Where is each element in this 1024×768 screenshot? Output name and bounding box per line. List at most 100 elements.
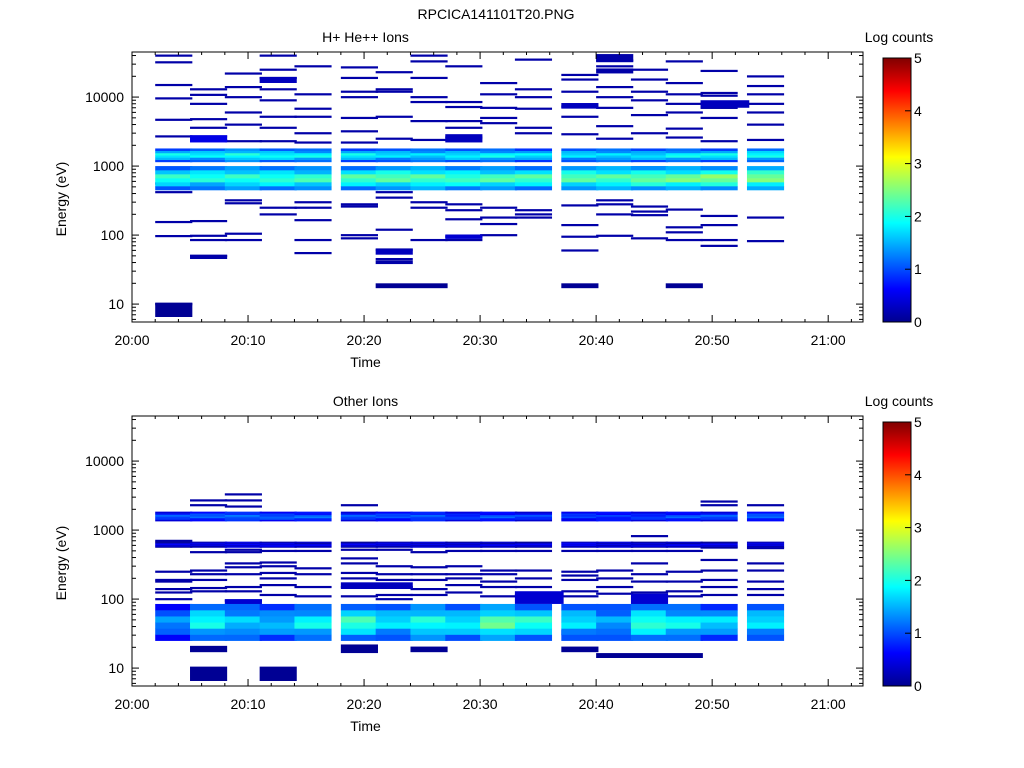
spectrogram-cell <box>294 516 332 519</box>
spectrogram-cell <box>514 511 553 514</box>
y-tick-label: 100 <box>101 591 125 607</box>
colorbar-tick-label: 0 <box>914 314 922 330</box>
spectrogram-cell <box>259 88 297 91</box>
spectrogram-cell <box>259 622 297 629</box>
spectrogram-cell <box>596 96 634 99</box>
spectrogram-cell <box>445 542 483 544</box>
y-tick-label: 1000 <box>93 522 124 538</box>
spectrogram-cell <box>665 226 703 229</box>
spectrogram-cell <box>514 209 553 212</box>
spectrogram-cell <box>561 155 599 158</box>
spectrogram-cell <box>514 178 553 183</box>
spectrogram-cell <box>375 71 413 74</box>
spectrogram-cell <box>480 234 518 237</box>
spectrogram-cell <box>561 170 599 175</box>
spectrogram-cell <box>259 152 297 156</box>
spectrogram-cell <box>259 68 297 71</box>
spectrogram-cell <box>190 634 228 641</box>
spectrogram-cell <box>294 542 332 544</box>
spectrogram-cell <box>224 610 262 617</box>
spectrogram-cell <box>445 511 483 514</box>
spectrogram-cell <box>155 516 193 519</box>
spectrogram-cell <box>340 203 378 206</box>
spectrogram-cell <box>190 578 228 582</box>
spectrogram-cell <box>294 545 332 547</box>
spectrogram-cell <box>665 170 703 175</box>
spectrogram-cell <box>746 511 785 514</box>
spectrogram-cell <box>700 542 738 544</box>
spectrogram-cell <box>340 603 378 611</box>
spectrogram-cell <box>665 102 703 105</box>
spectrogram-cell <box>155 135 193 138</box>
spectrogram-cell <box>596 513 634 516</box>
spectrogram-cell <box>224 123 262 126</box>
spectrogram-cell <box>340 96 378 99</box>
spectrogram-cell <box>746 514 785 517</box>
spectrogram-cell <box>746 178 785 183</box>
spectrogram-cell <box>410 206 448 209</box>
spectrogram-cell <box>445 583 483 587</box>
spectrogram-cell <box>224 238 262 242</box>
spectrogram-cell <box>746 603 785 611</box>
spectrogram-cell <box>190 519 228 522</box>
spectrogram-cell <box>514 545 553 547</box>
spectrogram-cell <box>410 519 448 522</box>
spectrogram-cell <box>294 182 332 187</box>
spectrogram-cell <box>155 174 193 179</box>
spectrogram-cell <box>259 634 297 641</box>
spectrogram-cell <box>514 517 553 520</box>
spectrogram-cell <box>480 634 518 641</box>
spectrogram-cell <box>561 182 599 187</box>
spectrogram-cell <box>700 223 738 227</box>
spectrogram-cell <box>514 96 553 99</box>
spectrogram-cell <box>480 513 518 516</box>
spectrogram-cell <box>561 516 599 519</box>
spectrogram-cell <box>155 542 193 544</box>
spectrogram-cell <box>190 511 228 514</box>
spectrogram-cell <box>190 513 228 516</box>
spectrogram-cell <box>410 517 448 520</box>
spectrogram-cell <box>514 186 553 191</box>
spectrogram-cell <box>700 182 738 187</box>
spectrogram-cell <box>480 544 518 546</box>
spectrogram-cell <box>746 166 785 171</box>
spectrogram-cell <box>340 634 378 641</box>
spectrogram-cell <box>445 105 483 109</box>
spectrogram-cell <box>700 159 738 163</box>
spectrogram-cell <box>294 573 332 576</box>
spectrogram-cell <box>480 159 518 163</box>
spectrogram-cell <box>700 585 738 589</box>
y-tick-label: 100 <box>101 227 125 243</box>
spectrogram-cell <box>294 174 332 179</box>
spectrogram-cell <box>410 138 448 142</box>
spectrogram-cell <box>480 170 518 175</box>
spectrogram-cell <box>294 251 332 255</box>
spectrogram-cell <box>155 616 193 623</box>
spectrogram-cell <box>665 543 703 545</box>
spectrogram-cell <box>665 231 703 234</box>
spectrogram-cell <box>746 111 785 114</box>
spectrogram-cell <box>630 628 669 635</box>
spectrogram-cell <box>561 590 599 593</box>
spectrogram-cell <box>294 152 332 156</box>
spectrogram-cell <box>410 610 448 617</box>
spectrogram-cell <box>340 205 378 208</box>
spectrogram-cell <box>340 174 378 179</box>
spectrogram-cell <box>190 238 228 242</box>
x-tick-label: 20:40 <box>579 332 614 348</box>
spectrogram-cell <box>480 585 518 589</box>
spectrogram-cell <box>746 155 785 158</box>
x-tick-label: 21:00 <box>811 696 846 712</box>
spectrogram-cell <box>700 155 738 158</box>
spectrogram-cell <box>700 214 738 218</box>
spectrogram-cell <box>155 513 193 516</box>
spectrogram-cell <box>561 148 599 152</box>
spectrogram-cell <box>480 222 518 226</box>
spectrogram-cell <box>410 587 448 591</box>
spectrogram-cell <box>155 186 193 191</box>
spectrogram-cell <box>410 170 448 175</box>
spectrogram-cell <box>224 516 262 519</box>
spectrogram-cell <box>480 116 518 120</box>
spectrogram-cell <box>665 150 703 154</box>
